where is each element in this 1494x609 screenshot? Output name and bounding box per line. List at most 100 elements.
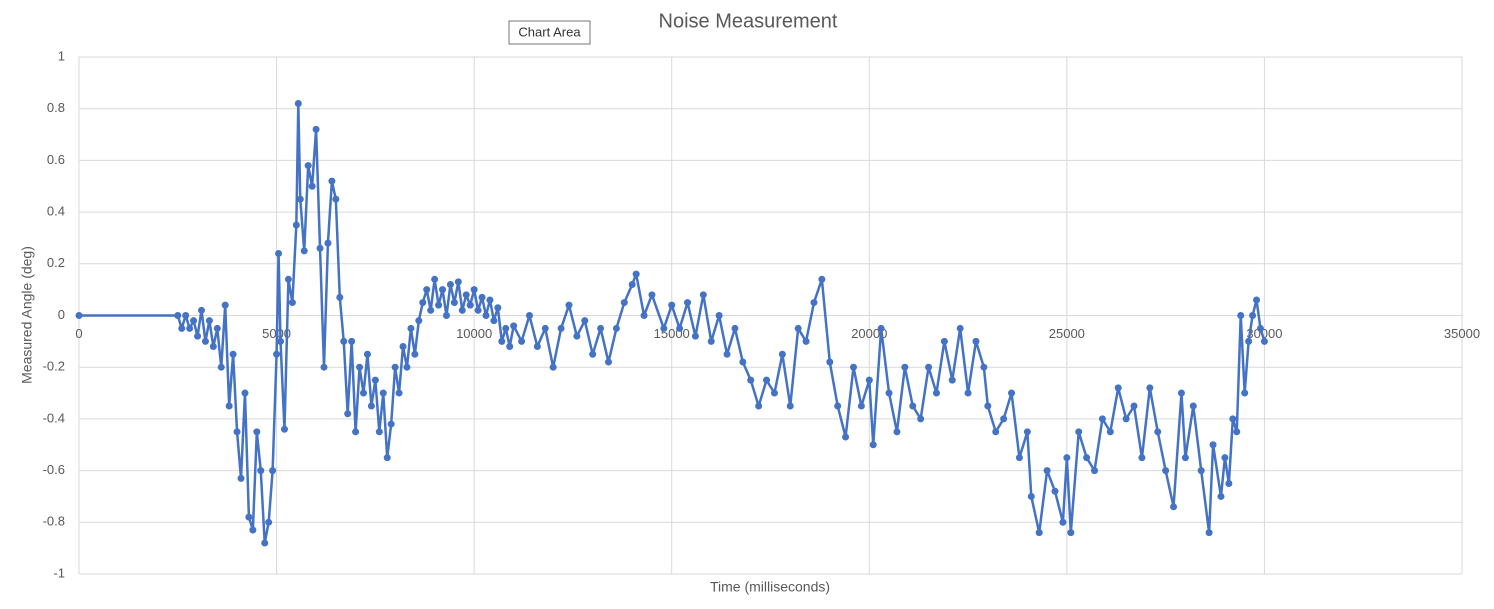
y-tick-label: -0.6 [43,462,65,477]
data-point [956,324,964,332]
data-point [75,312,83,319]
data-point [802,337,810,345]
data-point [885,389,893,397]
data-point [1091,467,1099,475]
data-point [308,182,316,190]
data-point [668,301,676,309]
y-tick-label: -0.4 [43,410,65,425]
data-point [265,518,273,526]
data-point [371,376,379,384]
data-point [925,363,933,371]
data-point [834,402,842,410]
data-point [865,376,873,384]
data-point [403,363,411,371]
data-point [604,358,612,366]
data-point [877,324,885,332]
data-point [557,324,565,332]
data-point [770,389,778,397]
data-point [778,350,786,358]
data-point [1237,312,1245,319]
data-point [1130,402,1138,410]
data-point [1256,324,1264,332]
data-point [849,363,857,371]
data-point [632,270,640,278]
data-point [237,474,245,482]
data-point [300,247,308,255]
data-point [1063,454,1071,462]
data-point [324,239,332,247]
data-point [186,324,194,332]
data-point [367,402,375,410]
data-point [612,324,620,332]
data-point [363,350,371,358]
data-point [257,467,265,475]
data-point [715,312,723,319]
data-point [178,324,186,332]
x-tick-label: 35000 [1444,326,1480,341]
data-point [415,317,423,325]
data-point [280,425,288,433]
data-point [1027,492,1035,500]
data-point [518,337,526,345]
data-point [826,358,834,366]
data-point [446,280,454,288]
data-point [1221,454,1229,462]
data-point [423,286,431,294]
data-point [731,324,739,332]
data-point [352,428,360,436]
data-point [597,324,605,332]
data-point [482,312,490,319]
data-point [581,317,589,325]
data-point [1146,384,1154,392]
data-point [565,301,573,309]
data-point [174,312,182,319]
data-point [395,389,403,397]
data-point [407,324,415,332]
data-point [640,312,648,319]
data-point [1229,415,1237,423]
data-point [932,389,940,397]
data-point [277,337,285,345]
data-point [869,441,877,449]
data-point [288,299,296,307]
data-point [294,100,302,108]
data-point [312,125,320,133]
data-point [818,275,826,283]
data-point [490,317,498,325]
data-point [506,343,514,351]
data-point [1023,428,1031,436]
data-point [486,296,494,304]
data-point [549,363,557,371]
x-tick-label: 25000 [1049,326,1085,341]
data-point [842,433,850,441]
data-point [360,389,368,397]
y-axis-title: Measured Angle (deg) [19,246,35,384]
data-point [197,306,205,314]
data-point [194,332,202,340]
data-point [205,317,213,325]
data-point [1138,454,1146,462]
data-point [253,428,261,436]
data-point [1197,467,1205,475]
data-point [541,324,549,332]
tooltip-box [508,20,591,45]
data-point [1205,529,1213,537]
data-point [948,376,956,384]
data-point [332,195,340,203]
data-point [399,343,407,351]
data-point [984,402,992,410]
data-point [269,467,277,475]
data-point [431,275,439,283]
data-point [190,317,198,325]
x-tick-label: 10000 [456,326,492,341]
data-point [442,312,450,319]
data-point [182,312,190,319]
data-point [273,350,281,358]
data-point [691,332,699,340]
data-point [857,402,865,410]
data-point [707,337,715,345]
data-point [589,350,597,358]
tooltip: Chart Area [518,24,581,39]
y-tick-label: -0.8 [43,514,65,529]
